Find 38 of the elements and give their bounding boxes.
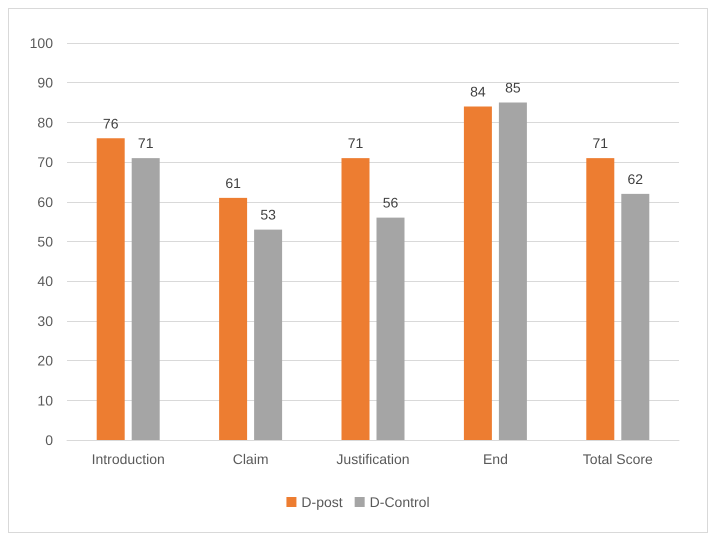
data-label: 71 [348, 135, 364, 152]
bar [586, 158, 614, 440]
x-tick-label: Total Score [582, 451, 654, 467]
bar [219, 198, 248, 440]
y-tick-label: 20 [37, 352, 54, 369]
data-label: 71 [592, 135, 608, 152]
y-tick-label: 0 [45, 432, 54, 448]
data-label: 76 [102, 115, 119, 132]
data-label: 56 [382, 194, 398, 211]
y-tick-label: 10 [37, 392, 54, 408]
y-tick-label: 70 [37, 154, 54, 170]
data-label: 84 [470, 84, 486, 100]
x-tick-label: End [482, 451, 508, 467]
bar [254, 230, 282, 440]
bar [498, 102, 527, 440]
y-tick-label: 50 [37, 234, 54, 250]
bar [96, 138, 125, 440]
bar [376, 218, 404, 440]
bar [621, 194, 650, 440]
y-tick-label: 100 [30, 35, 54, 51]
bar [464, 106, 492, 440]
data-label: 85 [505, 80, 521, 96]
y-tick-label: 30 [37, 312, 54, 329]
data-label: 53 [260, 206, 276, 223]
x-tick-label: Claim [232, 451, 268, 467]
data-label: 62 [628, 170, 644, 187]
bar [342, 158, 370, 440]
bar [132, 158, 160, 440]
y-tick-label: 60 [37, 194, 54, 210]
data-label: 71 [138, 135, 154, 152]
y-tick-label: 90 [37, 74, 54, 91]
x-tick-label: Justification [336, 451, 410, 467]
y-tick-label: 80 [37, 114, 54, 130]
x-tick-label: Introduction [92, 451, 165, 467]
legend-label: D-Control [370, 494, 430, 510]
data-label: 61 [225, 174, 242, 191]
legend-label: D-post [301, 494, 343, 510]
y-tick-label: 40 [37, 273, 54, 290]
